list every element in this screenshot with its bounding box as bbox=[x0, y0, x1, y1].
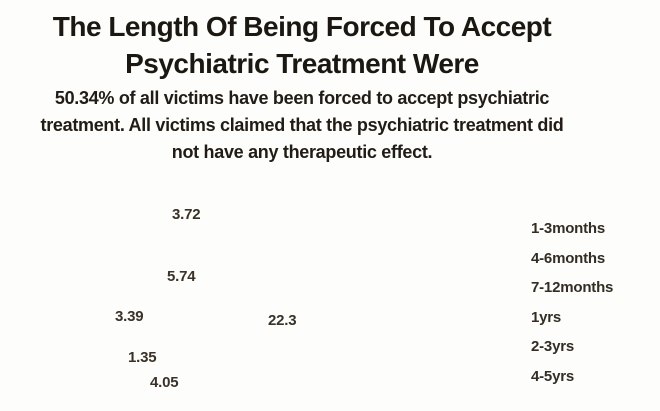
legend-item: 1-3months bbox=[531, 220, 606, 237]
legend-item: 1yrs bbox=[531, 308, 562, 326]
pie-data-label: 3.72 bbox=[172, 206, 201, 223]
pie-data-label: 22.3 bbox=[268, 312, 297, 329]
legend-item: 4-5yrs bbox=[531, 367, 575, 385]
pie-data-label: 5.74 bbox=[167, 268, 196, 285]
pie-data-label: 4.05 bbox=[150, 374, 179, 391]
chart-legend: 1-3months 4-6months 7-12months 1yrs 2-3yrs 4-… bbox=[531, 221, 613, 399]
slide-subtitle: 50.34% of all victims have been forced t… bbox=[40, 88, 564, 162]
legend-item: 2-3yrs bbox=[531, 338, 575, 356]
legend-item: 7-12months bbox=[531, 279, 614, 297]
pie-data-label: 3.39 bbox=[115, 308, 144, 325]
slide-title: The Length Of Being Forced To Accept Psy… bbox=[52, 11, 552, 79]
pie-data-label: 1.35 bbox=[128, 349, 157, 366]
legend-item: 4-6months bbox=[531, 249, 606, 267]
heading-column: The Length Of Being Forced To Accept Psy… bbox=[0, 0, 604, 166]
